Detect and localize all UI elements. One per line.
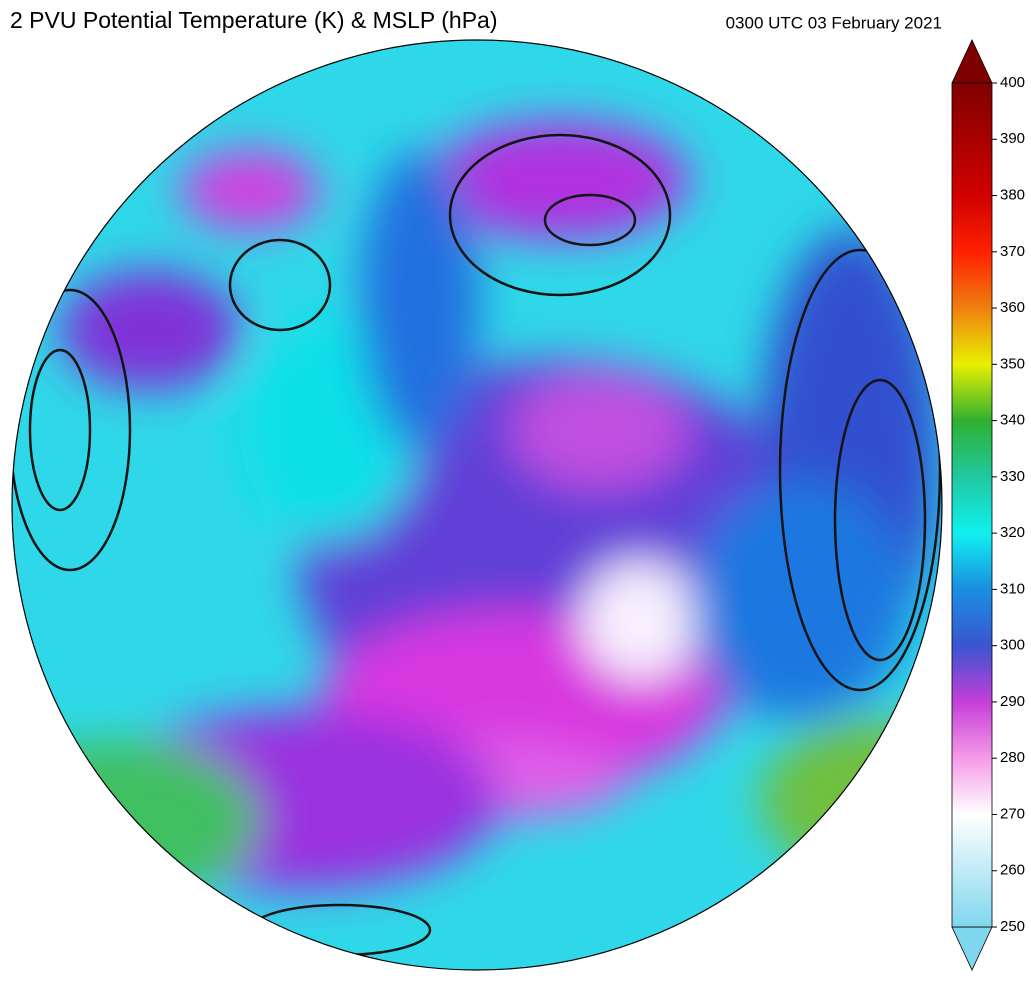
colorbar <box>951 39 993 971</box>
map-title: 2 PVU Potential Temperature (K) & MSLP (… <box>10 7 497 33</box>
colorbar-tick-label: 260 <box>1000 862 1025 879</box>
colorbar-tick-label: 250 <box>1000 918 1025 935</box>
colorbar-tick-label: 270 <box>1000 805 1025 822</box>
colorbar-tick-label: 320 <box>1000 524 1025 541</box>
colorbar-tick-label: 330 <box>1000 468 1025 485</box>
timestamp: 0300 UTC 03 February 2021 <box>726 13 942 32</box>
colorbar-tick-label: 370 <box>1000 243 1025 260</box>
colorbar-tick-label: 350 <box>1000 355 1025 372</box>
globe-map <box>12 40 942 970</box>
colorbar-tick-label: 290 <box>1000 693 1025 710</box>
colorbar-tick-label: 360 <box>1000 299 1025 316</box>
colorbar-tick-label: 380 <box>1000 187 1025 204</box>
colorbar-tick-label: 400 <box>1000 74 1025 91</box>
colorbar-tick-label: 280 <box>1000 749 1025 766</box>
colorbar-tick-label: 340 <box>1000 412 1025 429</box>
colorbar-tick-label: 310 <box>1000 580 1025 597</box>
colorbar-tick-label: 390 <box>1000 130 1025 147</box>
colorbar-tick-label: 300 <box>1000 637 1025 654</box>
globe-outline <box>11 39 943 971</box>
